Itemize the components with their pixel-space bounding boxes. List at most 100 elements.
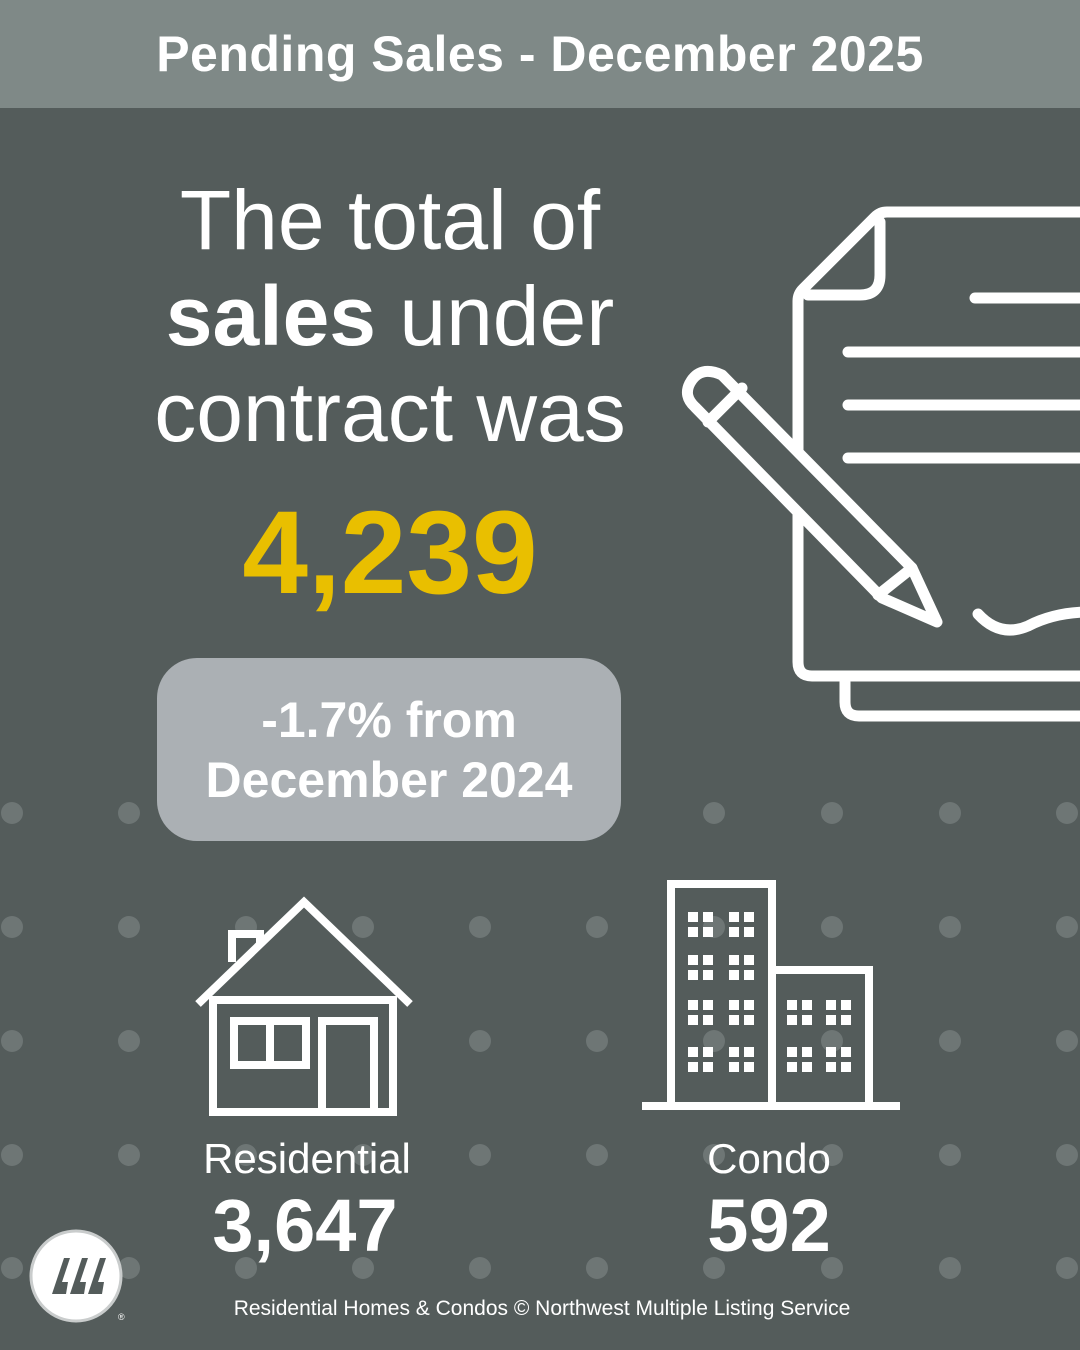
- window-square: [688, 1000, 698, 1010]
- pattern-dot: [586, 1257, 608, 1279]
- headline-line-2-rest: under: [376, 269, 615, 363]
- window-square: [802, 1000, 812, 1010]
- window-square: [802, 1047, 812, 1057]
- pattern-dot: [821, 1030, 843, 1052]
- window-square: [688, 912, 698, 922]
- window-square: [744, 1062, 754, 1072]
- headline: The total of sales under contract was: [60, 172, 720, 460]
- pattern-dot: [469, 1144, 491, 1166]
- pattern-dot: [1, 1257, 23, 1279]
- window-square: [729, 955, 739, 965]
- pattern-dot: [821, 1144, 843, 1166]
- window-square: [729, 1047, 739, 1057]
- window-square: [688, 927, 698, 937]
- window-square: [826, 1047, 836, 1057]
- window-square: [744, 970, 754, 980]
- window-square: [744, 1047, 754, 1057]
- pattern-dot: [821, 1257, 843, 1279]
- pattern-dot: [352, 1144, 374, 1166]
- pattern-dot: [1, 1030, 23, 1052]
- window-square: [703, 927, 713, 937]
- footer-credit: Residential Homes & Condos © Northwest M…: [233, 1297, 851, 1320]
- window-square: [703, 912, 713, 922]
- window-square: [729, 1000, 739, 1010]
- change-badge: -1.7% from December 2024: [157, 658, 621, 841]
- pattern-dot: [118, 1257, 140, 1279]
- window-square: [688, 955, 698, 965]
- window-square: [787, 1047, 797, 1057]
- residential-value: 3,647: [212, 1184, 398, 1267]
- window-square: [826, 1000, 836, 1010]
- window-square: [787, 1000, 797, 1010]
- window-square: [802, 1015, 812, 1025]
- pattern-dot: [703, 1030, 725, 1052]
- window-square: [744, 955, 754, 965]
- residential-label: Residential: [203, 1135, 411, 1182]
- window-square: [729, 1062, 739, 1072]
- window-square: [729, 970, 739, 980]
- pattern-dot: [1056, 1030, 1078, 1052]
- window-square: [744, 1000, 754, 1010]
- pattern-dot: [703, 1257, 725, 1279]
- window-square: [841, 1015, 851, 1025]
- window-square: [841, 1000, 851, 1010]
- pattern-dot: [1056, 802, 1078, 824]
- pattern-dot: [352, 916, 374, 938]
- condo-value: 592: [707, 1184, 831, 1267]
- pattern-dot: [1056, 916, 1078, 938]
- window-square: [744, 927, 754, 937]
- pattern-dot: [118, 802, 140, 824]
- pattern-dot: [1, 1144, 23, 1166]
- pattern-dot: [1, 802, 23, 824]
- pattern-dot: [235, 1144, 257, 1166]
- total-value: 4,239: [242, 487, 538, 619]
- pattern-dot: [235, 1257, 257, 1279]
- window-square: [729, 927, 739, 937]
- pattern-dot: [1056, 1144, 1078, 1166]
- window-square: [826, 1015, 836, 1025]
- window-square: [688, 1015, 698, 1025]
- window-square: [744, 1015, 754, 1025]
- pattern-dot: [939, 1144, 961, 1166]
- pattern-dot: [821, 916, 843, 938]
- pattern-dot: [703, 802, 725, 824]
- window-square: [688, 1047, 698, 1057]
- window-square: [787, 1015, 797, 1025]
- window-square: [703, 1015, 713, 1025]
- window-square: [703, 970, 713, 980]
- window-square: [703, 955, 713, 965]
- headline-bold-word: sales: [165, 269, 377, 363]
- pattern-dot: [469, 1257, 491, 1279]
- pattern-dot: [939, 916, 961, 938]
- window-square: [729, 1015, 739, 1025]
- pattern-dot: [1, 916, 23, 938]
- window-square: [841, 1062, 851, 1072]
- change-line-1: -1.7% from: [261, 691, 517, 748]
- window-square: [826, 1062, 836, 1072]
- pattern-dot: [1056, 1257, 1078, 1279]
- headline-line-3: contract was: [154, 365, 626, 459]
- pattern-dot: [939, 1257, 961, 1279]
- pattern-dot: [118, 1144, 140, 1166]
- registered-mark: ®: [118, 1312, 125, 1322]
- window-square: [688, 1062, 698, 1072]
- page-title: Pending Sales - December 2025: [156, 26, 924, 82]
- change-line-2: December 2024: [205, 751, 573, 808]
- pattern-dot: [939, 802, 961, 824]
- window-square: [729, 912, 739, 922]
- pattern-dot: [352, 1257, 374, 1279]
- window-square: [744, 912, 754, 922]
- headline-line-2: sales under: [60, 268, 720, 364]
- pattern-dot: [469, 916, 491, 938]
- pattern-dot: [939, 1030, 961, 1052]
- pattern-dot: [469, 1030, 491, 1052]
- condo-label: Condo: [707, 1135, 831, 1182]
- nwmls-logo: [29, 1229, 123, 1323]
- window-square: [703, 1062, 713, 1072]
- pattern-dot: [703, 1144, 725, 1166]
- window-square: [841, 1047, 851, 1057]
- window-square: [787, 1062, 797, 1072]
- window-square: [703, 1000, 713, 1010]
